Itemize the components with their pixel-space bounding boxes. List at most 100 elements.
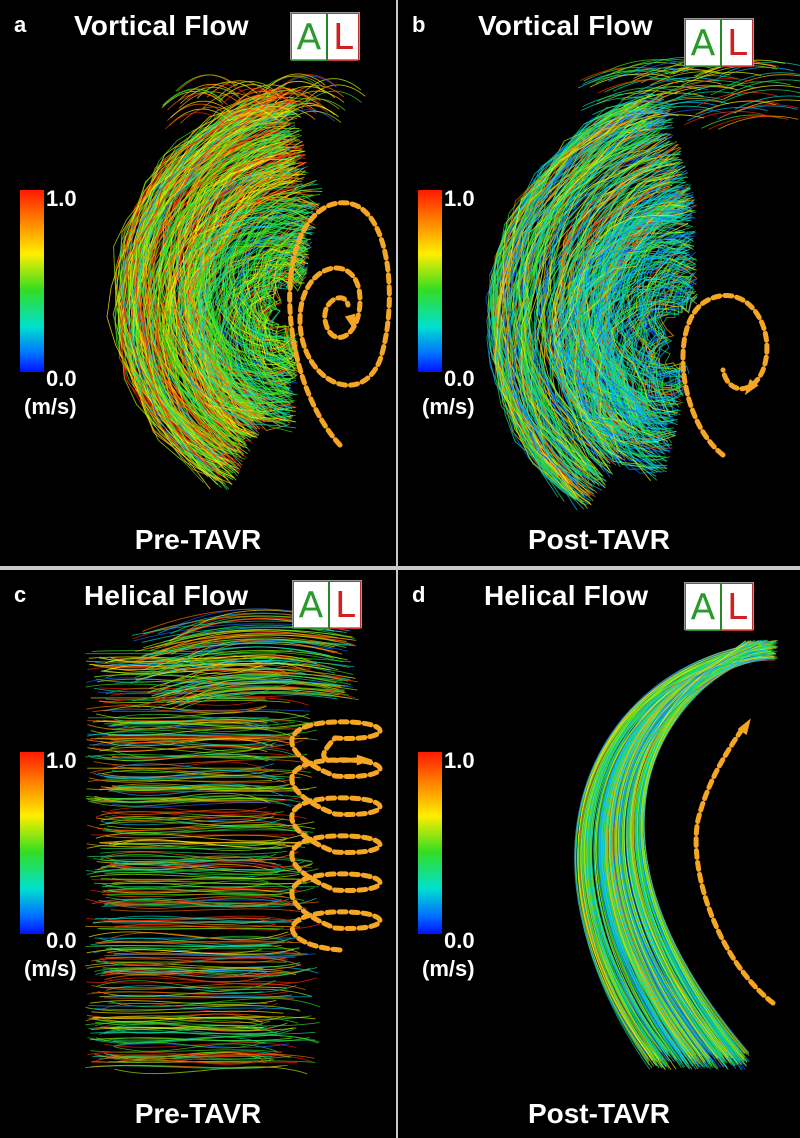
streamline: [88, 1026, 267, 1030]
streamline: [102, 967, 264, 969]
streamline: [582, 92, 663, 107]
streamline: [171, 183, 319, 429]
streamline: [248, 260, 305, 373]
streamline: [94, 1007, 300, 1011]
streamline: [509, 115, 656, 479]
streamline: [212, 217, 304, 388]
panel-a: a Vortical Flow A L 1.0 0.0 (m/s) Pre-TA…: [0, 0, 396, 566]
streamline: [92, 920, 265, 925]
streamline: [599, 255, 697, 423]
scale-min-label: 0.0: [444, 928, 475, 953]
panel-title: Helical Flow: [484, 580, 649, 611]
streamline: [641, 98, 722, 113]
streamline: [603, 258, 696, 426]
streamline: [107, 1055, 292, 1060]
panel-letter: b: [412, 12, 426, 37]
streamline: [103, 1037, 310, 1043]
streamline: [102, 769, 274, 776]
streamline: [212, 234, 306, 396]
streamline: [595, 239, 693, 425]
streamline: [649, 296, 698, 380]
streamline: [283, 85, 344, 103]
streamline: [143, 125, 276, 453]
streamline: [696, 92, 778, 107]
streamline: [99, 746, 264, 754]
streamline: [85, 1022, 320, 1027]
streamline: [109, 806, 268, 814]
streamline: [162, 88, 223, 106]
streamline: [186, 682, 358, 701]
streamline: [97, 770, 312, 778]
streamline: [95, 1020, 263, 1026]
streamline: [590, 240, 691, 434]
streamline: [276, 75, 337, 93]
streamline: [284, 98, 346, 116]
color-scale-bar: [418, 190, 442, 372]
streamline: [596, 90, 678, 105]
streamline: [203, 216, 306, 410]
streamline: [112, 662, 299, 671]
streamline: [582, 246, 690, 441]
streamline: [701, 114, 782, 129]
streamline: [555, 143, 678, 452]
streamline: [132, 115, 271, 475]
scale-unit-label: (m/s): [422, 956, 475, 981]
streamline: [93, 921, 303, 924]
streamline: [674, 78, 755, 93]
streamline: [597, 244, 689, 447]
streamline: [158, 651, 344, 673]
streamline: [623, 277, 691, 413]
streamline: [717, 105, 798, 120]
streamline: [136, 104, 286, 462]
streamline: [97, 937, 293, 946]
streamline: [577, 74, 659, 89]
streamline: [104, 815, 264, 820]
streamline: [532, 141, 663, 478]
streamline: [224, 95, 286, 114]
anterior-label: A: [291, 13, 327, 61]
streamline: [100, 819, 286, 826]
streamline: [581, 96, 662, 111]
streamline: [188, 197, 319, 411]
panel-d: d Helical Flow A L 1.0 0.0 (m/s) Post-TA…: [398, 570, 800, 1138]
streamline: [91, 650, 293, 653]
streamline: [280, 110, 342, 128]
streamline: [88, 1004, 267, 1007]
streamline: [141, 641, 357, 657]
streamline: [177, 74, 238, 92]
streamline: [114, 747, 300, 758]
streamline: [218, 217, 309, 386]
streamline: [180, 106, 241, 124]
scale-unit-label: (m/s): [422, 394, 475, 419]
streamline: [100, 840, 316, 845]
streamline: [274, 109, 336, 127]
streamline: [718, 115, 799, 130]
streamline: [142, 649, 348, 671]
streamline: [645, 109, 726, 124]
orientation-marker: A L: [290, 12, 360, 61]
streamline: [91, 982, 306, 991]
orientation-marker: A L: [684, 18, 754, 67]
streamline: [651, 288, 694, 376]
streamline: [101, 861, 305, 871]
panel-letter: d: [412, 582, 426, 607]
streamline: [95, 941, 301, 944]
streamline: [627, 85, 709, 101]
streamline: [141, 626, 347, 643]
streamline: [95, 710, 311, 720]
streamline: [143, 111, 289, 454]
streamline: [171, 690, 352, 709]
streamline: [581, 222, 684, 437]
streamline: [86, 843, 286, 851]
streamline: [568, 203, 691, 455]
streamline: [553, 210, 693, 482]
streamline: [558, 204, 688, 462]
streamline: [107, 889, 292, 894]
streamline: [521, 133, 655, 481]
streamline: [97, 927, 285, 930]
streamline: [238, 84, 299, 102]
streamline: [652, 286, 694, 382]
streamline: [230, 89, 292, 107]
streamline: [95, 660, 285, 666]
streamline: [102, 957, 301, 966]
